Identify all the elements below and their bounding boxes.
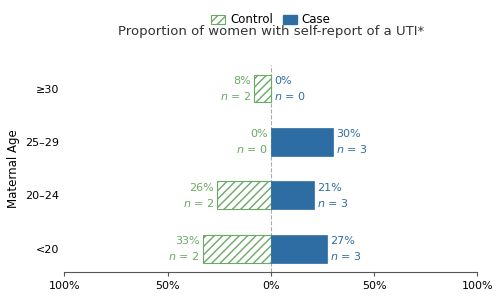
Text: $n$ = 3: $n$ = 3 — [318, 197, 349, 209]
Bar — [202, 235, 271, 263]
Text: $n$ = 2: $n$ = 2 — [182, 197, 214, 209]
Text: 8%: 8% — [234, 76, 251, 86]
Text: 33%: 33% — [175, 236, 200, 246]
Bar — [271, 235, 326, 263]
Text: $n$ = 2: $n$ = 2 — [168, 250, 200, 262]
Text: 27%: 27% — [330, 236, 354, 246]
Text: 21%: 21% — [318, 183, 342, 193]
Bar — [271, 181, 314, 209]
Bar — [217, 181, 271, 209]
Text: 0%: 0% — [250, 130, 268, 139]
Y-axis label: Maternal Age: Maternal Age — [7, 129, 20, 208]
Text: $n$ = 3: $n$ = 3 — [336, 143, 368, 156]
Text: $n$ = 0: $n$ = 0 — [236, 143, 268, 156]
Text: $n$ = 0: $n$ = 0 — [274, 90, 306, 102]
Text: $n$ = 3: $n$ = 3 — [330, 250, 361, 262]
Text: 26%: 26% — [190, 183, 214, 193]
Text: 30%: 30% — [336, 130, 360, 139]
Legend: Control, Case: Control, Case — [212, 13, 330, 26]
Text: $n$ = 2: $n$ = 2 — [220, 90, 251, 102]
Text: 0%: 0% — [274, 76, 291, 86]
Bar — [254, 75, 271, 103]
Title: Proportion of women with self-report of a UTI*: Proportion of women with self-report of … — [118, 25, 424, 38]
Bar — [271, 128, 332, 156]
